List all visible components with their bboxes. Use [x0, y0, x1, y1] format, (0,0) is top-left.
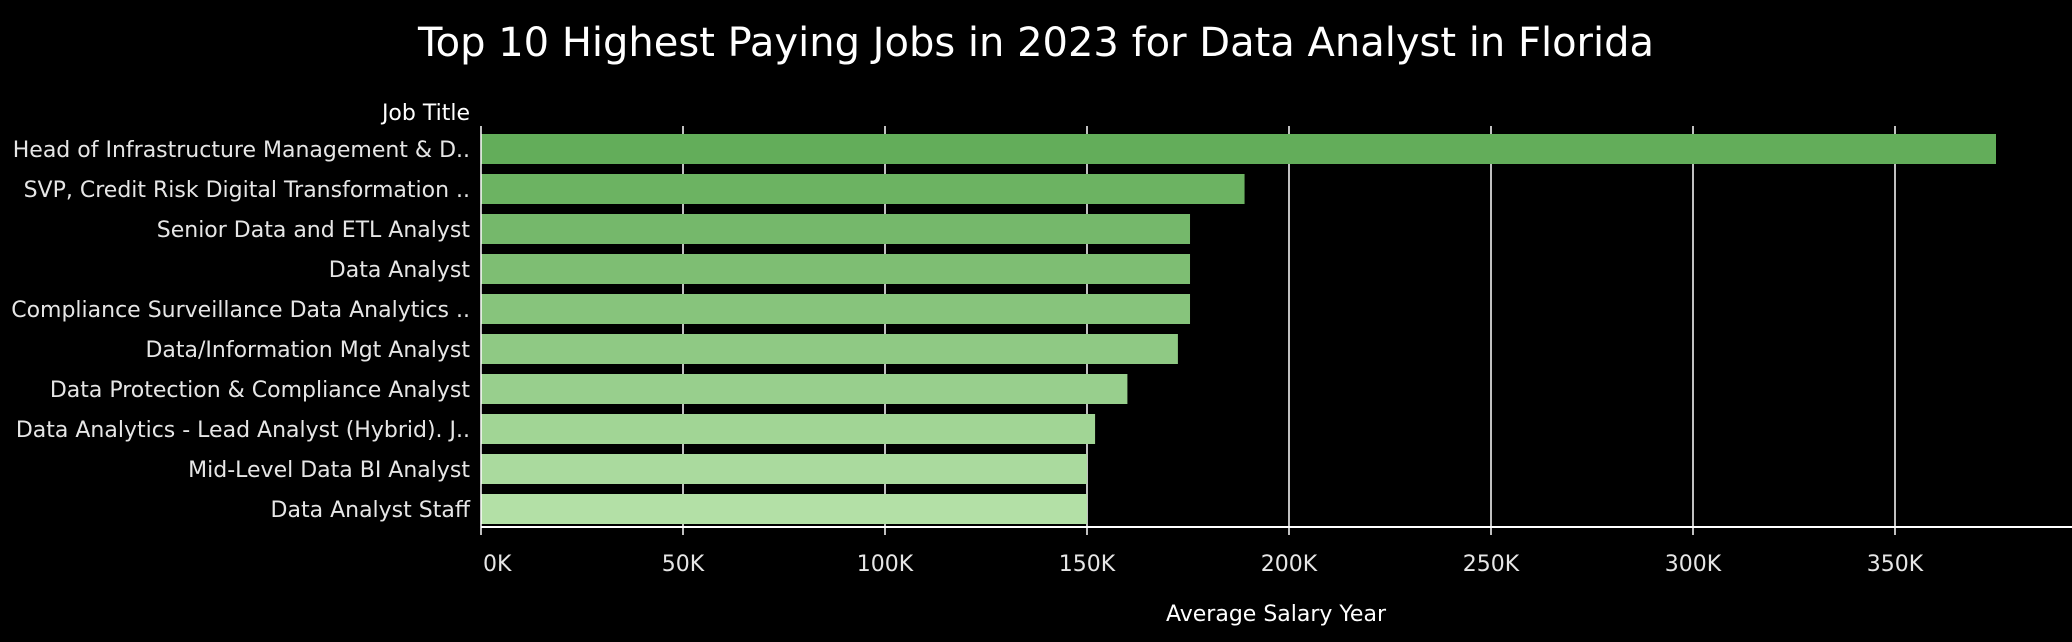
tick-label: 0K	[483, 552, 512, 577]
bar[interactable]	[481, 214, 1191, 244]
x-axis-ticks: 0K 50K 100K 150K 200K 250K 300K 350K	[480, 527, 1924, 577]
category-labels: Head of Infrastructure Management & D.. S…	[11, 138, 471, 523]
row-header: Job Title	[380, 101, 470, 126]
bar[interactable]	[481, 374, 1128, 404]
bar[interactable]	[481, 334, 1178, 364]
category-label: Head of Infrastructure Management & D..	[13, 138, 470, 163]
bar[interactable]	[481, 294, 1191, 324]
bar[interactable]	[481, 134, 1996, 164]
category-label: Data Analyst	[329, 258, 471, 283]
tick-label: 150K	[1059, 552, 1116, 577]
bars	[481, 134, 1996, 524]
tick-label: 50K	[662, 552, 705, 577]
tick-label: 100K	[857, 552, 914, 577]
category-label: Data Protection & Compliance Analyst	[50, 378, 471, 403]
bar[interactable]	[481, 454, 1087, 484]
category-label: SVP, Credit Risk Digital Transformation …	[24, 178, 470, 203]
tick-label: 350K	[1867, 552, 1924, 577]
bar[interactable]	[481, 494, 1087, 524]
tick-label: 300K	[1665, 552, 1722, 577]
chart-title: Top 10 Highest Paying Jobs in 2023 for D…	[417, 20, 1654, 66]
category-label: Senior Data and ETL Analyst	[157, 218, 471, 243]
category-label: Mid-Level Data BI Analyst	[188, 458, 470, 483]
bar[interactable]	[481, 254, 1191, 284]
category-label: Data/Information Mgt Analyst	[145, 338, 470, 363]
x-axis-title: Average Salary Year	[1166, 602, 1387, 627]
category-label: Data Analyst Staff	[271, 498, 471, 523]
tick-label: 250K	[1463, 552, 1520, 577]
tick-label: 200K	[1261, 552, 1318, 577]
bar[interactable]	[481, 414, 1096, 444]
bar[interactable]	[481, 174, 1245, 204]
category-label: Compliance Surveillance Data Analytics .…	[11, 298, 470, 323]
category-label: Data Analytics - Lead Analyst (Hybrid). …	[16, 418, 470, 443]
